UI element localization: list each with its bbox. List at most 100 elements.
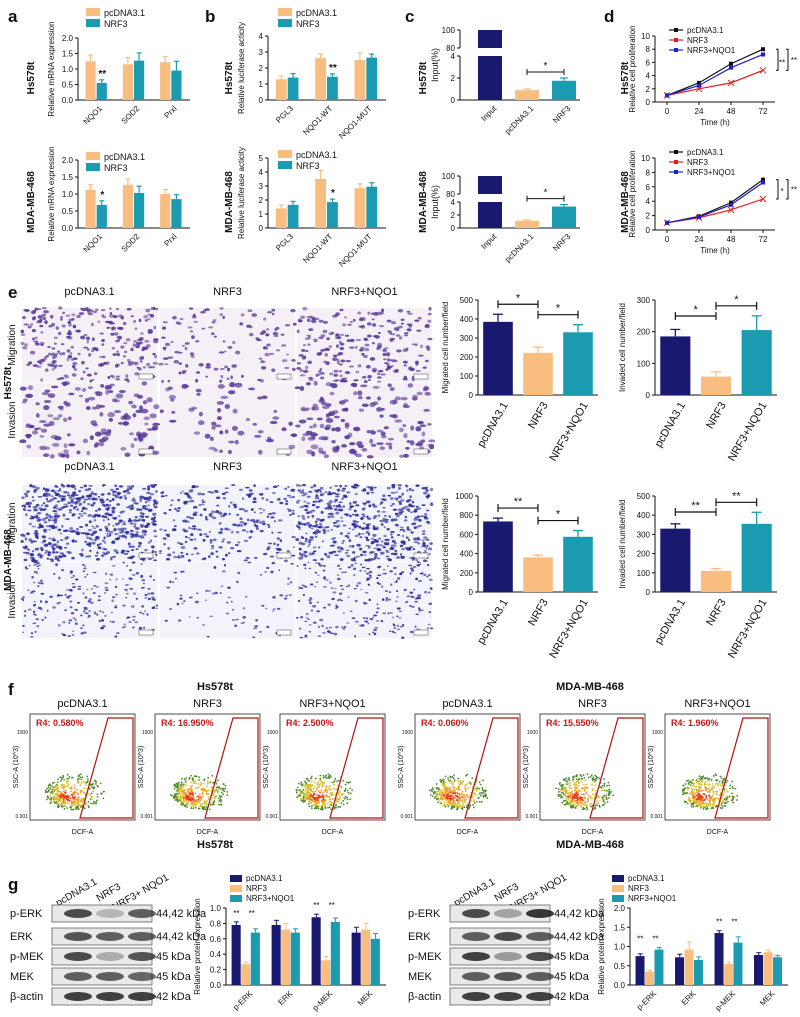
cell bbox=[133, 319, 137, 324]
significance-mark: ** bbox=[329, 63, 337, 74]
cell bbox=[371, 341, 375, 345]
cell bbox=[212, 592, 215, 595]
cell bbox=[29, 517, 34, 520]
bar bbox=[552, 206, 576, 228]
cell bbox=[426, 520, 430, 523]
cell bbox=[171, 411, 176, 414]
cell bbox=[188, 616, 191, 618]
event-dot bbox=[333, 793, 336, 796]
event-dot bbox=[191, 790, 193, 793]
cell bbox=[322, 518, 325, 521]
cell bbox=[107, 492, 111, 496]
cell bbox=[34, 427, 38, 431]
event-dot bbox=[177, 797, 180, 800]
cell bbox=[308, 543, 311, 546]
significance-mark: * bbox=[734, 294, 739, 306]
cell bbox=[417, 420, 424, 425]
cell bbox=[377, 537, 382, 540]
cell bbox=[339, 374, 343, 378]
cell bbox=[35, 532, 39, 536]
event-dot bbox=[203, 789, 206, 791]
cell bbox=[53, 572, 56, 575]
event-dot bbox=[326, 791, 328, 794]
event-dot bbox=[561, 801, 564, 804]
cell bbox=[127, 542, 131, 546]
cell bbox=[296, 329, 300, 334]
cell bbox=[99, 528, 103, 532]
event-dot bbox=[70, 800, 73, 802]
event-dot bbox=[68, 799, 71, 802]
event-dot bbox=[217, 797, 220, 800]
cell bbox=[81, 360, 85, 365]
cell bbox=[184, 347, 188, 351]
cell bbox=[399, 526, 404, 529]
cell bbox=[116, 503, 121, 506]
event-dot bbox=[452, 789, 455, 792]
event-dot bbox=[312, 803, 315, 806]
cell bbox=[134, 621, 139, 624]
marker bbox=[761, 177, 765, 182]
cell bbox=[373, 629, 377, 631]
event-dot bbox=[77, 808, 80, 811]
cell bbox=[390, 552, 396, 556]
event-dot bbox=[322, 774, 325, 777]
cell bbox=[322, 329, 328, 334]
event-dot bbox=[180, 788, 183, 791]
cell bbox=[393, 631, 396, 634]
event-dot bbox=[193, 775, 196, 778]
cell bbox=[188, 526, 191, 530]
cell bbox=[313, 338, 318, 343]
x-tick-label: 72 bbox=[759, 107, 768, 116]
event-dot bbox=[432, 788, 435, 791]
cell bbox=[387, 598, 391, 601]
cell bbox=[76, 314, 81, 319]
cell bbox=[176, 541, 181, 544]
cell bbox=[139, 536, 145, 539]
event-dot bbox=[102, 797, 105, 800]
event-dot bbox=[91, 786, 93, 789]
cell bbox=[296, 499, 301, 502]
x-tick-label: PGL3 bbox=[274, 232, 295, 253]
cell bbox=[369, 402, 376, 408]
cell bbox=[359, 553, 364, 557]
cell bbox=[131, 574, 136, 576]
cell bbox=[307, 545, 310, 548]
cell bbox=[354, 513, 359, 517]
event-dot bbox=[431, 795, 434, 798]
event-dot bbox=[177, 789, 180, 792]
cell bbox=[240, 524, 243, 527]
cell bbox=[338, 363, 343, 366]
cell bbox=[91, 541, 96, 545]
cell bbox=[379, 520, 384, 522]
panel-letter: b bbox=[205, 7, 215, 26]
cell bbox=[192, 512, 198, 516]
event-dot bbox=[184, 798, 187, 801]
event-dot bbox=[220, 804, 223, 806]
cell bbox=[355, 338, 361, 342]
event-dot bbox=[454, 804, 456, 807]
panel-letter: d bbox=[604, 7, 614, 26]
event-dot bbox=[343, 797, 346, 800]
cell bbox=[95, 525, 99, 528]
cell bbox=[313, 604, 316, 608]
cell bbox=[341, 571, 345, 574]
cell bbox=[324, 348, 331, 352]
legend-swatch bbox=[86, 152, 100, 160]
event-dot bbox=[466, 773, 469, 776]
y-tick-label: 0 bbox=[469, 391, 474, 400]
cell bbox=[393, 627, 397, 629]
cell bbox=[421, 504, 426, 506]
cell bbox=[342, 524, 347, 527]
cell bbox=[323, 606, 327, 609]
cell bbox=[409, 567, 414, 570]
event-dot bbox=[304, 787, 307, 790]
event-dot bbox=[193, 803, 195, 806]
cell bbox=[52, 417, 61, 421]
cell bbox=[394, 549, 398, 552]
event-dot bbox=[432, 792, 435, 794]
event-dot bbox=[327, 773, 330, 776]
cell bbox=[292, 322, 297, 326]
cell bbox=[114, 533, 119, 535]
cell bbox=[402, 530, 406, 533]
cell bbox=[80, 554, 84, 557]
